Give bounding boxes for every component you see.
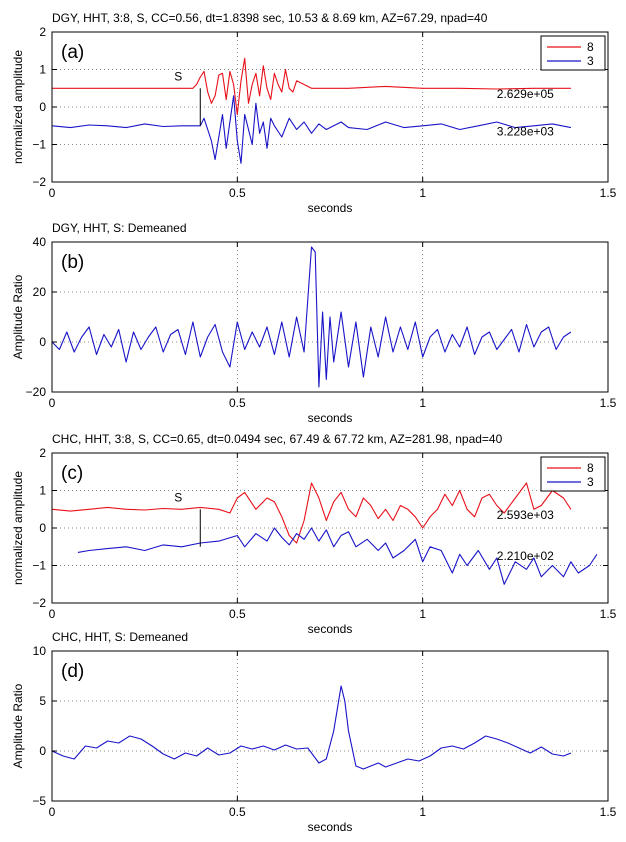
y-tick-label: 0 bbox=[39, 744, 46, 758]
y-tick-label: 1 bbox=[39, 63, 46, 77]
series-line-0 bbox=[52, 685, 572, 770]
x-tick-label: 1 bbox=[419, 396, 426, 410]
y-tick-label: 2 bbox=[39, 25, 46, 39]
chart-title: DGY, HHT, 3:8, S, CC=0.56, dt=1.8398 sec… bbox=[52, 11, 488, 25]
x-axis-label: seconds bbox=[308, 201, 353, 215]
x-tick-label: 0.5 bbox=[229, 805, 246, 819]
y-tick-label: 20 bbox=[33, 285, 47, 299]
y-tick-label: 0 bbox=[39, 100, 46, 114]
axes-frame bbox=[51, 650, 609, 802]
amplitude-annotation: 2.210e+02 bbox=[497, 549, 554, 563]
x-tick-label: 0 bbox=[49, 607, 56, 621]
x-tick-label: 1.5 bbox=[600, 805, 617, 819]
arrival-marker-label: S bbox=[174, 69, 182, 83]
chart-title: CHC, HHT, S: Demeaned bbox=[52, 630, 188, 644]
panel-label: (d) bbox=[61, 661, 84, 682]
y-tick-label: 5 bbox=[39, 694, 46, 708]
x-tick-label: 0 bbox=[49, 805, 56, 819]
panel-label: (b) bbox=[61, 252, 84, 273]
arrival-marker-label: S bbox=[174, 490, 182, 504]
y-tick-label: 2 bbox=[39, 446, 46, 460]
amplitude-annotation: 2.593e+03 bbox=[497, 508, 554, 522]
series-line-0 bbox=[52, 246, 572, 388]
legend-box bbox=[540, 35, 606, 71]
plot-area bbox=[52, 651, 608, 801]
x-axis-label: seconds bbox=[308, 622, 353, 636]
x-tick-label: 1.5 bbox=[600, 607, 617, 621]
chart-title: DGY, HHT, S: Demeaned bbox=[52, 221, 187, 235]
panel-label: (a) bbox=[61, 42, 84, 63]
y-tick-label: 0 bbox=[39, 335, 46, 349]
legend-entry: 8 bbox=[587, 40, 594, 54]
x-tick-label: 1 bbox=[419, 805, 426, 819]
axes-frame bbox=[51, 241, 609, 393]
legend: 83 bbox=[540, 35, 606, 71]
series-line-8 bbox=[52, 482, 572, 544]
legend-entry: 3 bbox=[587, 475, 594, 489]
x-tick-label: 0.5 bbox=[229, 607, 246, 621]
x-tick-label: 0.5 bbox=[229, 186, 246, 200]
chart-panel-0: DGY, HHT, 3:8, S, CC=0.56, dt=1.8398 sec… bbox=[11, 11, 617, 215]
y-tick-label: −1 bbox=[32, 559, 46, 573]
y-axis-label: normalized amplitude bbox=[11, 50, 25, 164]
amplitude-annotation: 2.629e+05 bbox=[497, 87, 554, 101]
y-tick-label: −5 bbox=[32, 794, 46, 808]
x-tick-label: 0.5 bbox=[229, 396, 246, 410]
panel-label: (c) bbox=[61, 463, 83, 484]
legend-entry: 8 bbox=[587, 461, 594, 475]
x-axis-label: seconds bbox=[308, 820, 353, 834]
chart-panel-2: CHC, HHT, 3:8, S, CC=0.65, dt=0.0494 sec… bbox=[11, 432, 617, 636]
y-tick-label: 1 bbox=[39, 484, 46, 498]
x-axis-label: seconds bbox=[308, 411, 353, 425]
y-axis-label: Amplitude Ratio bbox=[11, 683, 25, 768]
legend-entry: 3 bbox=[587, 54, 594, 68]
x-tick-label: 0 bbox=[49, 396, 56, 410]
y-axis-label: normalized amplitude bbox=[11, 471, 25, 585]
y-tick-label: −20 bbox=[26, 385, 47, 399]
chart-title: CHC, HHT, 3:8, S, CC=0.65, dt=0.0494 sec… bbox=[52, 432, 503, 446]
series-line-3 bbox=[52, 95, 572, 164]
x-tick-label: 0 bbox=[49, 186, 56, 200]
series-line-3 bbox=[77, 527, 598, 585]
legend-box bbox=[540, 456, 606, 492]
legend: 83 bbox=[540, 456, 606, 492]
x-tick-label: 1.5 bbox=[600, 186, 617, 200]
amplitude-annotation: 3.228e+03 bbox=[497, 124, 554, 138]
y-axis-label: Amplitude Ratio bbox=[11, 274, 25, 359]
y-tick-label: 0 bbox=[39, 521, 46, 535]
y-tick-label: 40 bbox=[33, 235, 47, 249]
y-tick-label: −2 bbox=[32, 596, 46, 610]
series-line-8 bbox=[52, 57, 571, 116]
y-tick-label: −2 bbox=[32, 175, 46, 189]
x-tick-label: 1.5 bbox=[600, 396, 617, 410]
x-tick-label: 1 bbox=[419, 607, 426, 621]
y-tick-label: 10 bbox=[33, 644, 47, 658]
y-tick-label: −1 bbox=[32, 138, 46, 152]
x-tick-label: 1 bbox=[419, 186, 426, 200]
